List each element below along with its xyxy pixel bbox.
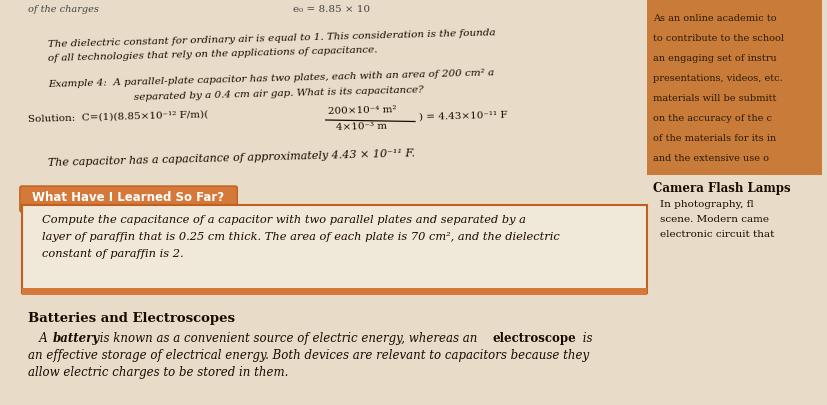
Text: A: A bbox=[28, 332, 51, 345]
Text: What Have I Learned So Far?: What Have I Learned So Far? bbox=[31, 191, 223, 204]
Text: The dielectric constant for ordinary air is equal to 1. This consideration is th: The dielectric constant for ordinary air… bbox=[48, 28, 495, 49]
Text: 4×10⁻³ m: 4×10⁻³ m bbox=[335, 122, 386, 132]
Text: allow electric charges to be stored in them.: allow electric charges to be stored in t… bbox=[28, 366, 288, 379]
Text: In photography, fl: In photography, fl bbox=[659, 200, 753, 209]
Text: is: is bbox=[578, 332, 591, 345]
Text: The capacitor has a capacitance of approximately 4.43 × 10⁻¹¹ F.: The capacitor has a capacitance of appro… bbox=[48, 148, 414, 168]
Text: scene. Modern came: scene. Modern came bbox=[659, 215, 768, 224]
Text: Batteries and Electroscopes: Batteries and Electroscopes bbox=[28, 312, 235, 325]
FancyBboxPatch shape bbox=[647, 0, 821, 175]
Text: of the materials for its in: of the materials for its in bbox=[653, 134, 776, 143]
Text: Compute the capacitance of a capacitor with two parallel plates and separated by: Compute the capacitance of a capacitor w… bbox=[41, 215, 525, 225]
Text: 200×10⁻⁴ m²: 200×10⁻⁴ m² bbox=[327, 105, 396, 116]
Text: ) = 4.43×10⁻¹¹ F: ) = 4.43×10⁻¹¹ F bbox=[418, 110, 507, 122]
Text: Camera Flash Lamps: Camera Flash Lamps bbox=[653, 182, 790, 195]
Text: separated by a 0.4 cm air gap. What is its capacitance?: separated by a 0.4 cm air gap. What is i… bbox=[94, 85, 423, 102]
Text: of the charges: of the charges bbox=[28, 5, 98, 14]
Text: layer of paraffin that is 0.25 cm thick. The area of each plate is 70 cm², and t: layer of paraffin that is 0.25 cm thick.… bbox=[41, 232, 559, 242]
FancyBboxPatch shape bbox=[22, 288, 647, 295]
Text: electronic circuit that: electronic circuit that bbox=[659, 230, 774, 239]
Text: an engaging set of instru: an engaging set of instru bbox=[653, 54, 777, 63]
Text: an effective storage of electrical energy. Both devices are relevant to capacito: an effective storage of electrical energ… bbox=[28, 349, 588, 362]
Text: to contribute to the school: to contribute to the school bbox=[653, 34, 783, 43]
Text: and the extensive use o: and the extensive use o bbox=[653, 154, 768, 163]
Text: e₀ = 8.85 × 10: e₀ = 8.85 × 10 bbox=[293, 5, 370, 14]
Text: electroscope: electroscope bbox=[492, 332, 576, 345]
Text: Example 4:  A parallel-plate capacitor has two plates, each with an area of 200 : Example 4: A parallel-plate capacitor ha… bbox=[48, 68, 494, 89]
Text: battery: battery bbox=[53, 332, 100, 345]
Text: on the accuracy of the c: on the accuracy of the c bbox=[653, 114, 772, 123]
FancyBboxPatch shape bbox=[20, 186, 237, 212]
Text: of all technologies that rely on the applications of capacitance.: of all technologies that rely on the app… bbox=[48, 45, 377, 63]
FancyBboxPatch shape bbox=[22, 205, 647, 293]
Text: is known as a convenient source of electric energy, whereas an: is known as a convenient source of elect… bbox=[96, 332, 480, 345]
Text: As an online academic to: As an online academic to bbox=[653, 14, 776, 23]
Text: Solution:  C=(1)(8.85×10⁻¹² F/m)(: Solution: C=(1)(8.85×10⁻¹² F/m)( bbox=[28, 110, 208, 124]
Text: materials will be submitt: materials will be submitt bbox=[653, 94, 776, 103]
Text: constant of paraffin is 2.: constant of paraffin is 2. bbox=[41, 249, 183, 259]
Text: presentations, videos, etc.: presentations, videos, etc. bbox=[653, 74, 782, 83]
